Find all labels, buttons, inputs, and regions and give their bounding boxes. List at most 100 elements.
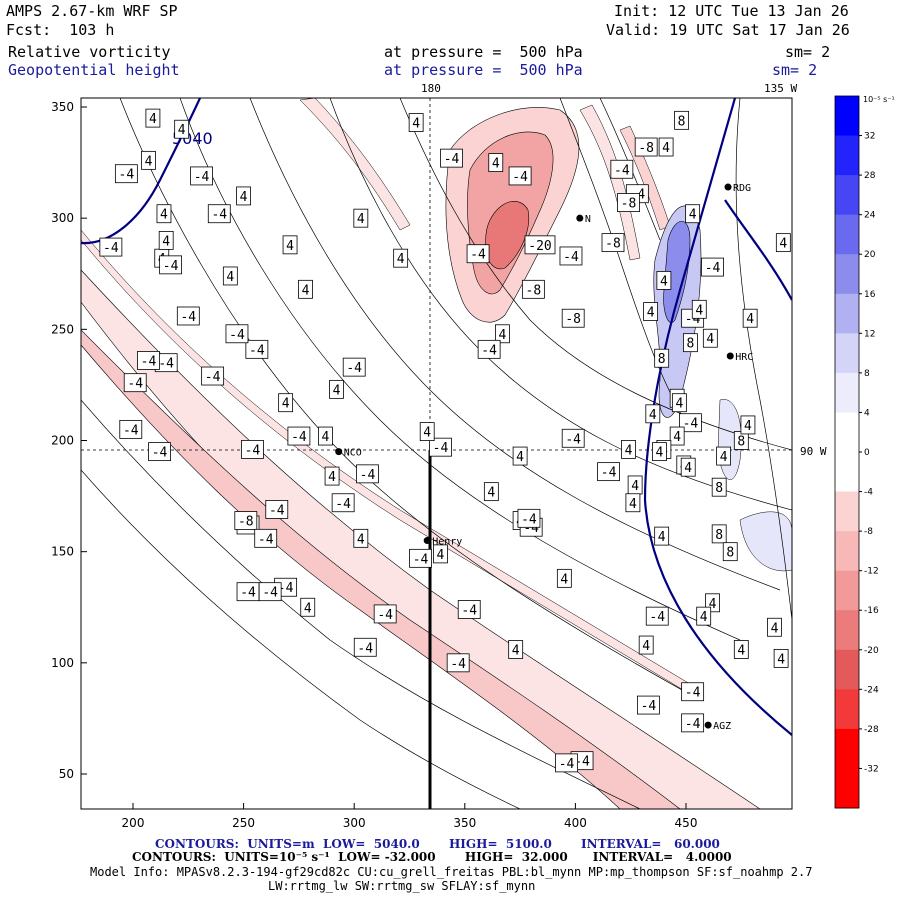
contour-label: 8 (733, 431, 749, 450)
svg-text:-4: -4 (450, 657, 466, 672)
axes: 200 250 300 350 400 450 50 100 150 200 250 300 350 (51, 100, 697, 830)
svg-text:8: 8 (658, 352, 666, 367)
contour-label: -4 (681, 682, 705, 702)
contour-label: 4 (740, 415, 756, 435)
meridian-label-90w: 90 W (800, 445, 827, 458)
svg-text:-4: -4 (291, 430, 307, 445)
colorbar-cell (835, 254, 859, 295)
contour-label: 4 (278, 393, 294, 413)
colorbar-label: -28 (864, 725, 879, 735)
init-time: Init: 12 UTC Tue 13 Jan 26 (614, 2, 849, 20)
x-tick-label: 250 (232, 816, 255, 830)
contour-label: -4 (245, 339, 269, 359)
svg-text:4: 4 (487, 486, 495, 501)
smoothing-vorticity: sm= 2 (785, 43, 831, 61)
colorbar-cell (835, 531, 859, 572)
svg-text:-8: -8 (526, 283, 542, 298)
svg-text:-4: -4 (685, 717, 701, 732)
svg-text:-4: -4 (461, 603, 477, 618)
svg-text:4: 4 (631, 479, 639, 494)
level-vorticity: at pressure = 500 hPa (384, 43, 583, 61)
contour-label: 8 (654, 348, 670, 368)
colorbar-unit: 10⁻⁵ s⁻¹ (863, 95, 895, 104)
svg-text:-8: -8 (565, 312, 581, 327)
contour-label: -4 (679, 413, 702, 433)
contour-label: 4 (353, 528, 369, 548)
contour-label: -4 (236, 582, 260, 602)
svg-text:4: 4 (286, 239, 294, 254)
colorbar-cell (835, 372, 859, 413)
colorbar-cell (835, 293, 859, 334)
contour-label: -4 (154, 353, 178, 373)
svg-text:4: 4 (656, 446, 664, 461)
svg-text:8: 8 (715, 528, 723, 543)
contour-label: 4 (645, 404, 661, 424)
colorbar-label: 0 (864, 448, 870, 458)
contour-label: 4 (158, 230, 174, 250)
contour-label: 8 (683, 333, 698, 353)
contour-label: -4 (446, 653, 470, 673)
contour-label: 4 (508, 640, 524, 659)
contour-label: 4 (643, 302, 659, 321)
y-tick-label: 150 (51, 545, 74, 559)
contour-label: -4 (159, 255, 183, 275)
colorbar-label: -24 (864, 685, 879, 695)
contour-label: -4 (555, 753, 578, 773)
contour-label: 4 (625, 493, 641, 513)
contour-label: -4 (190, 166, 213, 186)
plot-frame (80, 97, 793, 810)
contour-label: 4 (691, 299, 707, 319)
svg-text:-4: -4 (262, 586, 278, 601)
contour-label: -8 (521, 279, 545, 299)
svg-text:-4: -4 (152, 446, 168, 461)
svg-text:-4: -4 (194, 170, 210, 185)
footer-height-contours: CONTOURS: UNITS=m LOW= 5040.0 HIGH= 5100… (155, 837, 720, 851)
contour-label: -4 (457, 600, 481, 619)
contour-label: -4 (373, 604, 397, 624)
contour-label: 4 (408, 113, 424, 132)
svg-text:-8: -8 (238, 515, 254, 530)
colorbar-cells (835, 96, 859, 809)
contour-label: -4 (258, 582, 282, 602)
contour-label: 4 (658, 137, 674, 157)
contour-label: -8 (601, 233, 625, 253)
svg-text:-4: -4 (481, 343, 497, 358)
svg-text:4: 4 (149, 112, 157, 127)
svg-text:4: 4 (178, 123, 186, 138)
svg-text:4: 4 (423, 426, 431, 441)
contour-label: 4 (174, 119, 190, 139)
contour-label: 4 (300, 597, 316, 617)
colorbar-cell (835, 412, 859, 453)
svg-text:4: 4 (498, 328, 506, 343)
contour-label: 4 (621, 439, 636, 459)
contour-label: -4 (331, 493, 355, 513)
y-tick-label: 250 (51, 322, 74, 336)
contour-label: 4 (775, 233, 791, 253)
svg-text:-4: -4 (346, 361, 362, 376)
svg-text:-4: -4 (563, 250, 579, 265)
svg-text:-4: -4 (245, 443, 261, 458)
contour-label: -4 (241, 439, 264, 459)
colorbar-label: -12 (864, 567, 879, 577)
vorticity-max-positive-core (663, 221, 691, 323)
contour-label: 4 (512, 446, 528, 466)
contour-label: -4 (466, 244, 490, 264)
field-height: Geopotential height (8, 61, 180, 79)
svg-text:8: 8 (687, 337, 695, 352)
svg-text:-4: -4 (360, 468, 376, 483)
svg-text:4: 4 (162, 234, 170, 249)
svg-text:4: 4 (673, 430, 681, 445)
colorbar-cell (835, 333, 859, 374)
contour-label: 8 (722, 542, 738, 562)
contour-label: -4 (645, 606, 669, 626)
svg-text:4: 4 (777, 652, 785, 667)
contour-label: -4 (207, 204, 231, 224)
contour-label: -4 (440, 148, 463, 168)
svg-text:-4: -4 (205, 370, 221, 385)
level-height: at pressure = 500 hPa (384, 61, 583, 79)
vorticity-max-negative-peak (485, 201, 530, 270)
vorticity-positive-patch (739, 511, 792, 572)
svg-text:4: 4 (779, 237, 787, 252)
contour-label: -4 (287, 426, 311, 446)
svg-text:-4: -4 (249, 343, 265, 358)
